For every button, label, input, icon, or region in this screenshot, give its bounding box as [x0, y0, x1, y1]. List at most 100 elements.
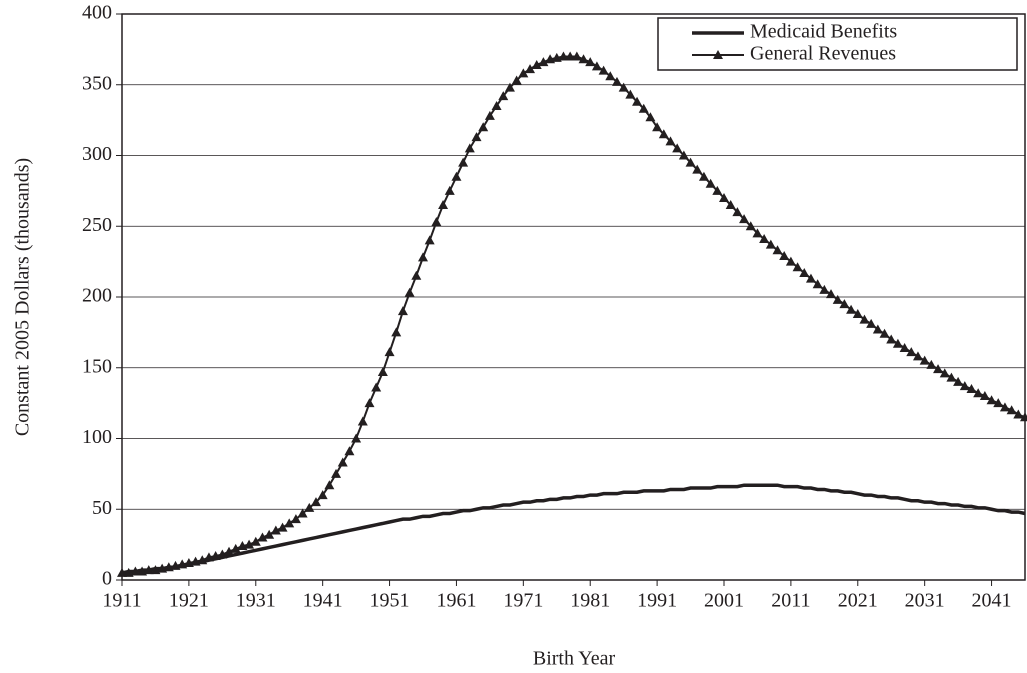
- point-marker: [404, 287, 415, 297]
- point-marker: [812, 279, 823, 289]
- point-marker: [558, 51, 569, 61]
- point-marker: [224, 546, 235, 556]
- x-tick-label: 1981: [570, 590, 610, 612]
- point-marker: [525, 64, 536, 74]
- point-marker: [384, 347, 395, 357]
- plot-frame: [121, 13, 1026, 581]
- point-marker: [618, 82, 629, 92]
- point-marker: [538, 57, 549, 67]
- point-marker: [785, 256, 796, 266]
- point-marker: [377, 366, 388, 376]
- x-tick-label: 1961: [436, 590, 476, 612]
- y-axis-title: Constant 2005 Dollars (thousands): [12, 158, 34, 436]
- point-marker: [250, 536, 261, 546]
- point-marker: [792, 262, 803, 272]
- point-marker: [284, 518, 295, 528]
- y-tick-label: 200: [82, 285, 112, 307]
- point-marker: [478, 122, 489, 132]
- point-marker: [130, 566, 141, 576]
- point-marker: [692, 164, 703, 174]
- point-marker: [257, 532, 268, 542]
- point-marker: [491, 100, 502, 110]
- point-marker: [565, 51, 576, 61]
- x-tick-label: 2021: [838, 590, 878, 612]
- legend-label: Medicaid Benefits: [750, 21, 897, 43]
- point-marker: [852, 308, 863, 318]
- point-marker: [953, 376, 964, 386]
- x-tick-label: 1921: [169, 590, 209, 612]
- point-marker: [444, 185, 455, 195]
- point-marker: [357, 416, 368, 426]
- point-marker: [839, 299, 850, 309]
- point-marker: [986, 395, 997, 405]
- point-marker: [625, 89, 636, 99]
- x-tick-label: 1991: [637, 590, 677, 612]
- point-marker: [143, 565, 154, 575]
- point-marker: [933, 364, 944, 374]
- legend-marker: [713, 50, 723, 59]
- y-tick-label: 350: [82, 72, 112, 94]
- point-marker: [799, 267, 810, 277]
- point-marker: [317, 490, 328, 500]
- point-marker: [578, 54, 589, 64]
- x-tick-label: 2001: [704, 590, 744, 612]
- point-marker: [585, 57, 596, 67]
- point-marker: [371, 382, 382, 392]
- y-tick-label: 150: [82, 355, 112, 377]
- point-marker: [872, 324, 883, 334]
- legend-box: [657, 17, 1018, 71]
- point-marker: [946, 372, 957, 382]
- point-marker: [899, 342, 910, 352]
- point-marker: [732, 207, 743, 217]
- point-marker: [331, 468, 342, 478]
- point-marker: [966, 383, 977, 393]
- x-tick-label: 2011: [771, 590, 810, 612]
- point-marker: [866, 318, 877, 328]
- point-marker: [498, 91, 509, 101]
- point-marker: [759, 233, 770, 243]
- point-marker: [725, 200, 736, 210]
- point-marker: [297, 508, 308, 518]
- point-marker: [464, 143, 475, 153]
- point-marker: [451, 171, 462, 181]
- point-marker: [632, 96, 643, 106]
- point-marker: [197, 555, 208, 565]
- point-marker: [906, 347, 917, 357]
- point-marker: [879, 328, 890, 338]
- y-tick-label: 100: [82, 426, 112, 448]
- x-tick-label: 1971: [503, 590, 543, 612]
- point-marker: [832, 294, 843, 304]
- point-marker: [484, 110, 495, 120]
- point-marker: [304, 502, 315, 512]
- point-marker: [912, 351, 923, 361]
- point-marker: [705, 178, 716, 188]
- point-marker: [324, 480, 335, 490]
- point-marker: [310, 497, 321, 507]
- point-marker: [418, 252, 428, 262]
- point-marker: [658, 129, 669, 139]
- x-axis-title: Birth Year: [533, 648, 616, 670]
- point-marker: [919, 355, 930, 365]
- point-marker: [819, 284, 830, 294]
- point-marker: [999, 402, 1010, 412]
- x-tick-label: 1931: [236, 590, 276, 612]
- point-marker: [665, 136, 676, 146]
- point-marker: [1020, 412, 1027, 422]
- point-marker: [598, 65, 609, 75]
- point-marker: [765, 239, 776, 249]
- point-marker: [397, 306, 408, 316]
- point-marker: [591, 61, 602, 71]
- point-marker: [431, 217, 442, 227]
- point-marker: [1013, 409, 1024, 419]
- point-marker: [611, 76, 622, 86]
- point-marker: [217, 549, 228, 559]
- point-marker: [739, 214, 750, 224]
- series-line: [121, 483, 1026, 575]
- point-marker: [892, 338, 903, 348]
- point-marker: [779, 250, 790, 260]
- y-tick-label: 0: [102, 568, 112, 590]
- point-marker: [605, 71, 616, 81]
- point-marker: [438, 200, 449, 210]
- point-marker: [411, 270, 422, 280]
- point-marker: [351, 433, 362, 443]
